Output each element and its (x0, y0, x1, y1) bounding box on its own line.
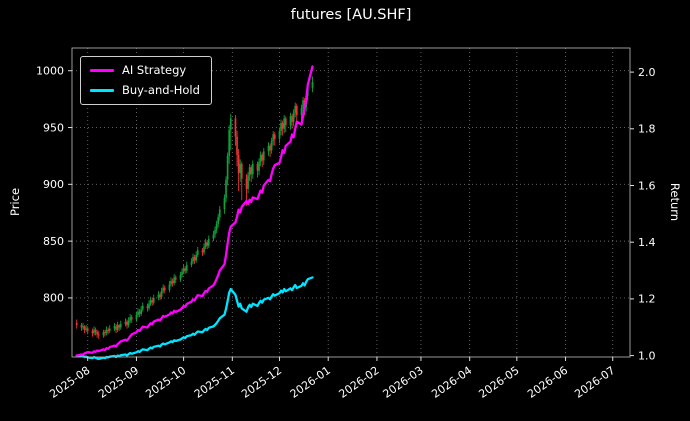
svg-text:2025-11: 2025-11 (192, 364, 237, 401)
buy-and-hold-line-swatch (90, 88, 114, 92)
svg-text:1.2: 1.2 (638, 293, 656, 306)
svg-text:2026-06: 2026-06 (525, 364, 570, 401)
svg-text:1.4: 1.4 (638, 236, 656, 249)
legend-label-buy-and-hold: Buy-and-Hold (122, 83, 200, 97)
svg-text:2026-02: 2026-02 (337, 364, 382, 401)
svg-text:2026-05: 2026-05 (476, 364, 521, 401)
chart-title: futures [AU.SHF] (290, 7, 412, 23)
svg-text:2025-12: 2025-12 (239, 364, 284, 401)
svg-text:1000: 1000 (36, 65, 64, 78)
svg-text:1.0: 1.0 (638, 349, 656, 362)
svg-text:2026-07: 2026-07 (572, 364, 617, 401)
svg-text:1.8: 1.8 (638, 123, 656, 136)
svg-text:900: 900 (43, 178, 64, 191)
legend: AI Strategy Buy-and-Hold (80, 56, 212, 105)
svg-text:850: 850 (43, 235, 64, 248)
svg-text:800: 800 (43, 292, 64, 305)
legend-label-ai-strategy: AI Strategy (122, 63, 187, 77)
svg-text:2026-03: 2026-03 (381, 364, 426, 401)
ai-strategy-line-swatch (90, 68, 114, 72)
svg-text:2.0: 2.0 (638, 66, 656, 79)
svg-text:2025-09: 2025-09 (96, 364, 141, 401)
svg-text:2026-01: 2026-01 (288, 364, 333, 401)
legend-item-buy-and-hold: Buy-and-Hold (90, 83, 200, 97)
svg-text:2025-08: 2025-08 (47, 364, 92, 401)
svg-text:2025-10: 2025-10 (143, 364, 188, 401)
svg-text:2026-04: 2026-04 (429, 364, 474, 401)
legend-item-ai-strategy: AI Strategy (90, 63, 200, 77)
svg-text:950: 950 (43, 121, 64, 134)
svg-text:1.6: 1.6 (638, 179, 656, 192)
